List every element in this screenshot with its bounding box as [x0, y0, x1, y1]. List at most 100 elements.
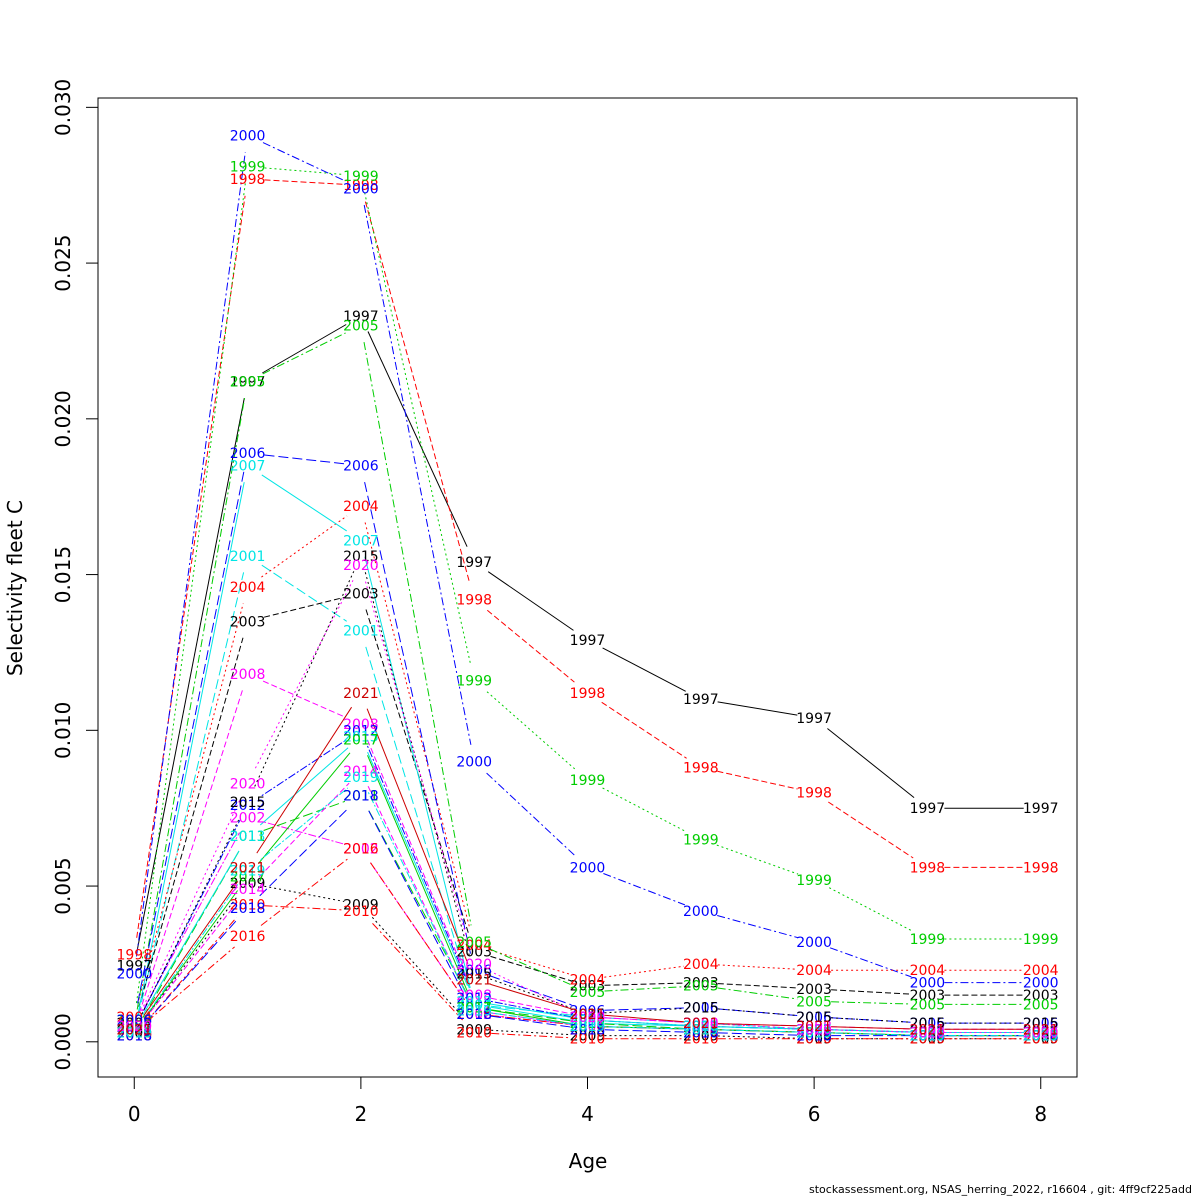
series-1997-label: 1997 [910, 801, 946, 817]
series-2015-label: 2015 [230, 795, 266, 811]
series-2020-label: 2020 [910, 1026, 946, 1042]
series-2013-segment [367, 752, 468, 986]
series-2019-label: 2019 [570, 1019, 606, 1035]
series-2008-segment [262, 680, 346, 718]
series-2006-label: 2006 [1023, 1016, 1059, 1032]
series-1997-label: 1997 [116, 959, 152, 975]
series-2000-label: 2000 [116, 966, 152, 982]
series-1998-label: 1998 [230, 172, 266, 188]
series-2010-segment [372, 923, 463, 1021]
series-2010-label: 2010 [683, 1032, 719, 1048]
series-2002-label: 2002 [230, 811, 266, 827]
series-2001-label: 2001 [1023, 1026, 1059, 1042]
series-2011-label: 2011 [1023, 1029, 1059, 1045]
series-1997-segment [827, 728, 915, 798]
series-2020-segment [489, 970, 573, 1011]
series-2000-label: 2000 [910, 976, 946, 992]
series-2003-label: 2003 [230, 614, 266, 630]
series-2000-segment [486, 772, 576, 857]
series-2006-label: 2006 [116, 1013, 152, 1029]
series-2017-segment [143, 890, 239, 1019]
series-2004-label: 2004 [683, 957, 719, 973]
series-1998-segment [264, 179, 344, 185]
series-2009-label: 2009 [910, 1032, 946, 1048]
series-2014-label: 2014 [570, 1019, 606, 1035]
series-2003-segment [604, 982, 684, 986]
series-2000-label: 2000 [683, 904, 719, 920]
series-2021-segment [831, 1026, 911, 1030]
series-2011-label: 2011 [456, 1001, 492, 1017]
series-1998-segment [717, 770, 798, 790]
series-2001-segment [137, 572, 245, 1017]
series-2006-label: 2006 [683, 1001, 719, 1017]
series-2014-segment [144, 902, 238, 1020]
series-2019-segment [490, 1012, 571, 1025]
series-2008-label: 2008 [116, 1022, 152, 1038]
series-2000-segment [717, 915, 798, 939]
series-2011-label: 2011 [230, 829, 266, 845]
series-1998-segment [828, 801, 914, 859]
series-2018-label: 2018 [456, 1007, 492, 1023]
y-tick-label: 0.015 [51, 546, 75, 603]
series-2003-label: 2003 [1023, 988, 1059, 1004]
series-2016-segment [370, 862, 466, 1001]
series-1997-label: 1997 [456, 555, 492, 571]
series-2012-label: 2012 [343, 723, 379, 739]
series-2007-label: 2007 [456, 997, 492, 1013]
series-2013-segment [604, 1020, 684, 1026]
series-2005-label: 2005 [796, 994, 832, 1010]
series-1999-segment [364, 192, 471, 665]
series-2000-label: 2000 [1023, 976, 1059, 992]
series-2011-label: 2011 [796, 1026, 832, 1042]
series-2017-label: 2017 [116, 1026, 152, 1042]
x-tick-label: 6 [808, 1102, 821, 1126]
series-2010-label: 2010 [910, 1032, 946, 1048]
series-1997-label: 1997 [1023, 801, 1059, 817]
series-2015-segment [364, 572, 471, 958]
series-2004-label: 2004 [116, 1010, 152, 1026]
series-1998-label: 1998 [796, 786, 832, 802]
series-2006-label: 2006 [796, 1010, 832, 1026]
series-2001-segment [261, 564, 347, 622]
series-2012-label: 2012 [910, 1026, 946, 1042]
series-2010-label: 2010 [570, 1032, 606, 1048]
series-2016-segment [146, 946, 235, 1022]
y-tick-label: 0.010 [51, 702, 75, 759]
series-1998-label: 1998 [116, 948, 152, 964]
series-2019-label: 2019 [116, 1026, 152, 1042]
series-2006-segment [137, 469, 245, 1004]
series-2014-label: 2014 [683, 1022, 719, 1038]
series-2004-label: 2004 [570, 973, 606, 989]
series-2016-label: 2016 [910, 1029, 946, 1045]
series-2008-label: 2008 [910, 1022, 946, 1038]
series-2018-label: 2018 [343, 789, 379, 805]
series-2020-label: 2020 [796, 1022, 832, 1038]
series-2006-label: 2006 [910, 1016, 946, 1032]
series-2010-label: 2010 [796, 1032, 832, 1048]
series-2009-label: 2009 [796, 1032, 832, 1048]
series-2002-label: 2002 [910, 1029, 946, 1045]
series-2021-segment [256, 706, 353, 854]
x-tick-label: 0 [128, 1102, 141, 1126]
series-2010-segment [491, 1032, 571, 1039]
series-1999-label: 1999 [456, 674, 492, 690]
series-2015-segment [141, 816, 241, 1015]
series-2016-label: 2016 [570, 1019, 606, 1035]
y-tick-label: 0.000 [51, 1013, 75, 1070]
series-2021-label: 2021 [1023, 1022, 1059, 1038]
series-1997-label: 1997 [343, 309, 379, 325]
series-2004-label: 2004 [1023, 963, 1059, 979]
series-1997-label: 1997 [796, 711, 832, 727]
series-2015-label: 2015 [910, 1016, 946, 1032]
series-1998-segment [601, 701, 687, 759]
series-2002-label: 2002 [1023, 1029, 1059, 1045]
series-2017-label: 2017 [1023, 1029, 1059, 1045]
series-2018-label: 2018 [1023, 1029, 1059, 1045]
series-2005-segment [717, 987, 798, 1000]
series-lines [136, 142, 1024, 1040]
series-2013-segment [490, 1003, 571, 1018]
series-2008-segment [490, 997, 571, 1015]
series-2008-label: 2008 [1023, 1022, 1059, 1038]
series-2012-label: 2012 [230, 798, 266, 814]
series-1999-segment [602, 787, 686, 832]
